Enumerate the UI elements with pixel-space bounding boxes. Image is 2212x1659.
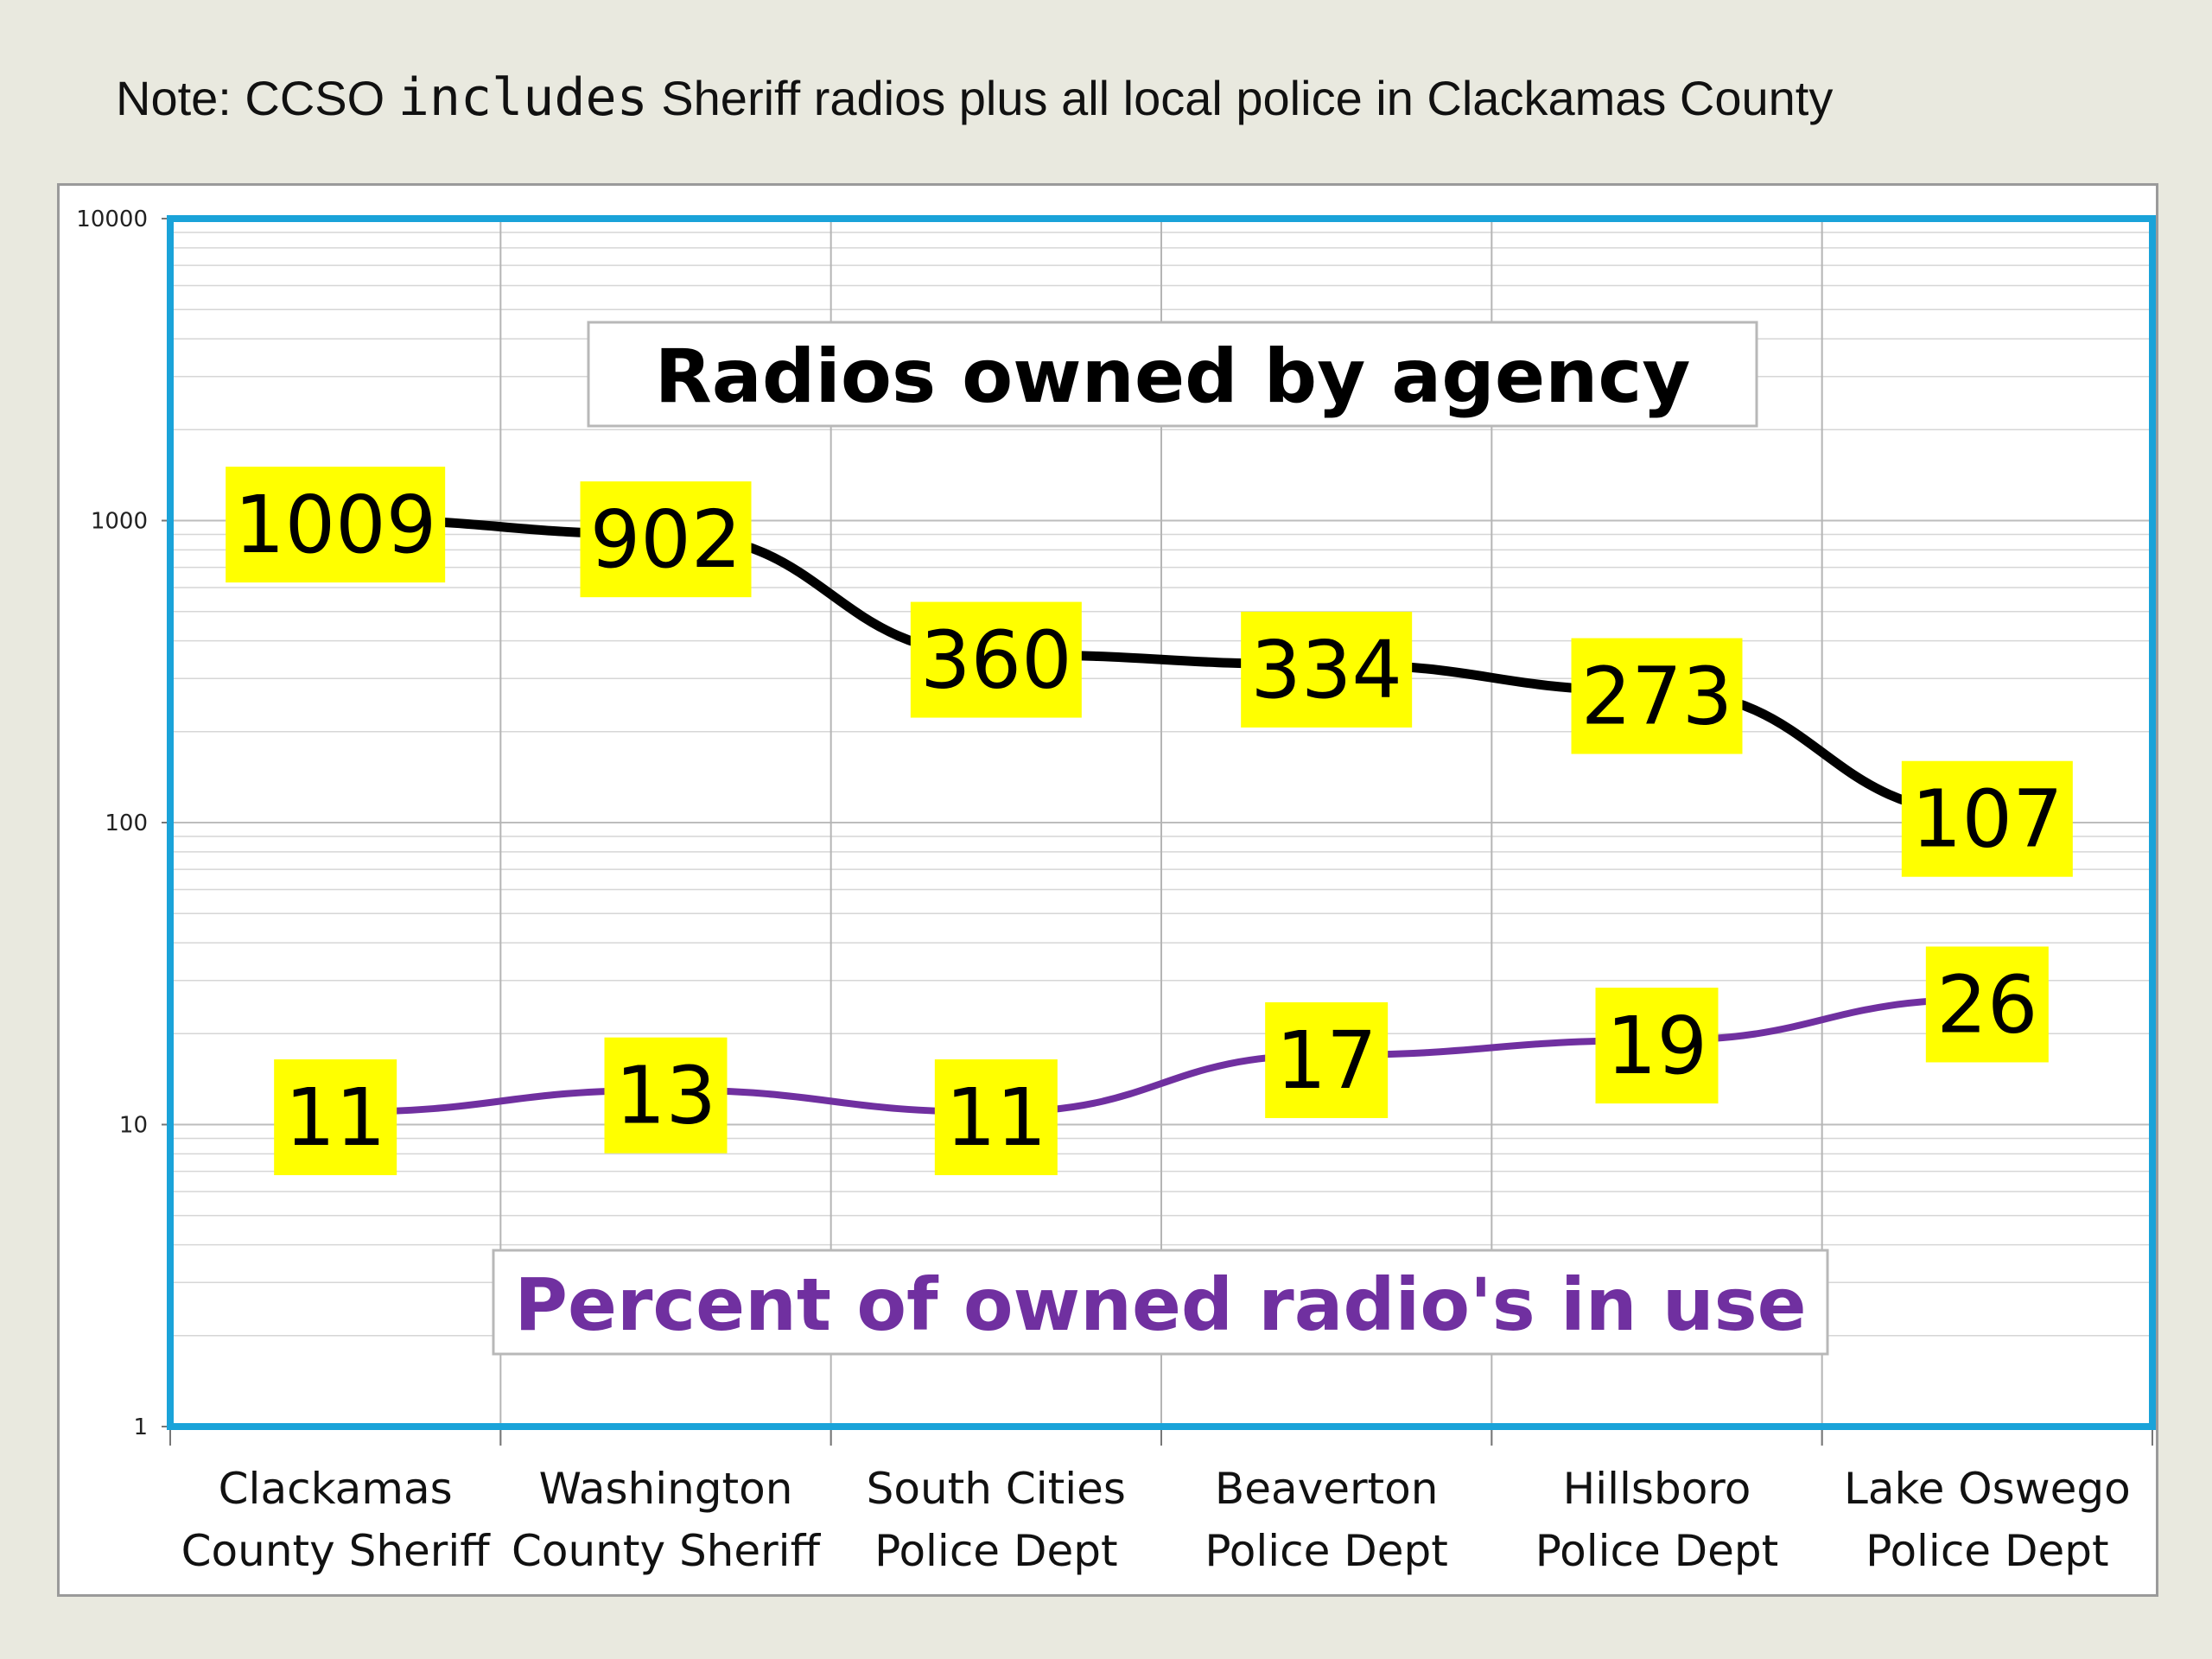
data-label: 273	[1581, 651, 1733, 743]
data-label: 334	[1250, 624, 1402, 716]
data-label-bg	[580, 481, 752, 598]
category-label: Hillsboro	[1563, 1464, 1751, 1514]
y-tick-label: 10000	[76, 207, 148, 232]
data-label: 11	[945, 1071, 1046, 1164]
note-prefix: Note: CCSO	[116, 71, 398, 125]
note-text: Note: CCSO includes Sheriff radios plus …	[116, 67, 1833, 128]
data-label-bg	[1901, 760, 2073, 877]
data-label: 26	[1936, 958, 2037, 1051]
data-label: 13	[615, 1050, 716, 1142]
category-label: Police Dept	[1205, 1526, 1448, 1576]
series-title-percent: Percent of owned radio's in use	[514, 1262, 1806, 1347]
chart-frame: 1 10 100 1000 10000 Clackamas County Sheriff Wa…	[57, 183, 2158, 1597]
note-suffix: Sheriff radios plus all local police in …	[647, 71, 1834, 125]
category-label: Washington	[539, 1464, 793, 1514]
data-label-bg	[910, 601, 1082, 718]
data-label: 1009	[234, 479, 436, 571]
note-includes: includes	[397, 67, 648, 128]
y-tick-label: 1000	[91, 509, 148, 535]
category-label: Lake Oswego	[1844, 1464, 2131, 1514]
category-label: Beaverton	[1215, 1464, 1439, 1514]
data-label-bg	[1241, 611, 1413, 728]
category-label: Police Dept	[1535, 1526, 1779, 1576]
series-title-box-radios	[587, 321, 1758, 428]
data-label: 902	[590, 493, 742, 586]
category-label: Police Dept	[874, 1526, 1118, 1576]
data-label-bg	[604, 1037, 728, 1154]
data-label: 17	[1276, 1014, 1377, 1107]
data-label-bg	[226, 467, 446, 583]
data-label-bg	[1595, 988, 1719, 1104]
data-label: 107	[1911, 773, 2063, 866]
data-label-bg	[1571, 638, 1743, 754]
data-label: 19	[1606, 1000, 1707, 1092]
category-label: Clackamas	[219, 1464, 453, 1514]
y-tick-label: 100	[105, 810, 148, 836]
line-chart: 1 10 100 1000 10000 Clackamas County Sheriff Wa…	[76, 207, 2156, 1576]
y-tick-label: 1	[133, 1414, 148, 1440]
series-title-box-percent	[492, 1249, 1829, 1356]
data-label-bg	[274, 1059, 397, 1176]
data-label: 11	[285, 1071, 386, 1164]
series-title-radios: Radios owned by agency	[655, 334, 1691, 420]
category-label: Police Dept	[1866, 1526, 2109, 1576]
plot-area-border	[167, 215, 2156, 1430]
data-label-bg	[1925, 946, 2049, 1063]
data-label-bg	[934, 1059, 1058, 1176]
y-tick-label: 10	[119, 1113, 148, 1139]
data-label-bg	[1265, 1001, 1389, 1118]
category-label: South Cities	[867, 1464, 1126, 1514]
category-label: County Sheriff	[512, 1526, 822, 1576]
category-label: County Sheriff	[181, 1526, 492, 1576]
data-label: 360	[920, 614, 1072, 707]
